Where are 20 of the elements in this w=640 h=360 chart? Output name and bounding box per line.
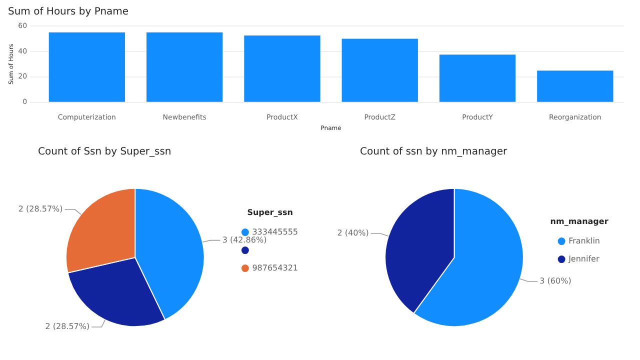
chart-title: Count of Ssn by Super_ssn xyxy=(38,146,172,158)
bar xyxy=(146,32,223,102)
bar xyxy=(48,32,126,102)
bar xyxy=(244,36,320,102)
bar xyxy=(439,54,516,102)
bar xyxy=(537,70,614,102)
chart-title: Count of ssn by nm_manager xyxy=(360,146,508,158)
legend-label: 987654321 xyxy=(252,263,298,272)
legend-title: Super_ssn xyxy=(247,208,294,217)
legend-title: nm_manager xyxy=(550,216,608,226)
bar xyxy=(342,38,418,102)
chart-title: Sum of Hours by Pname xyxy=(8,6,129,18)
data-label: 3 (42.86%) xyxy=(222,235,267,244)
data-label: 2 (28.57%) xyxy=(18,204,63,214)
legend-label: 333445555 xyxy=(252,227,298,236)
legend-label: Jennifer xyxy=(568,254,600,264)
legend-label: Franklin xyxy=(568,236,600,246)
data-label: 2 (28.57%) xyxy=(45,322,90,332)
data-label: 3 (60%) xyxy=(540,276,572,286)
data-label: 2 (40%) xyxy=(337,228,369,238)
